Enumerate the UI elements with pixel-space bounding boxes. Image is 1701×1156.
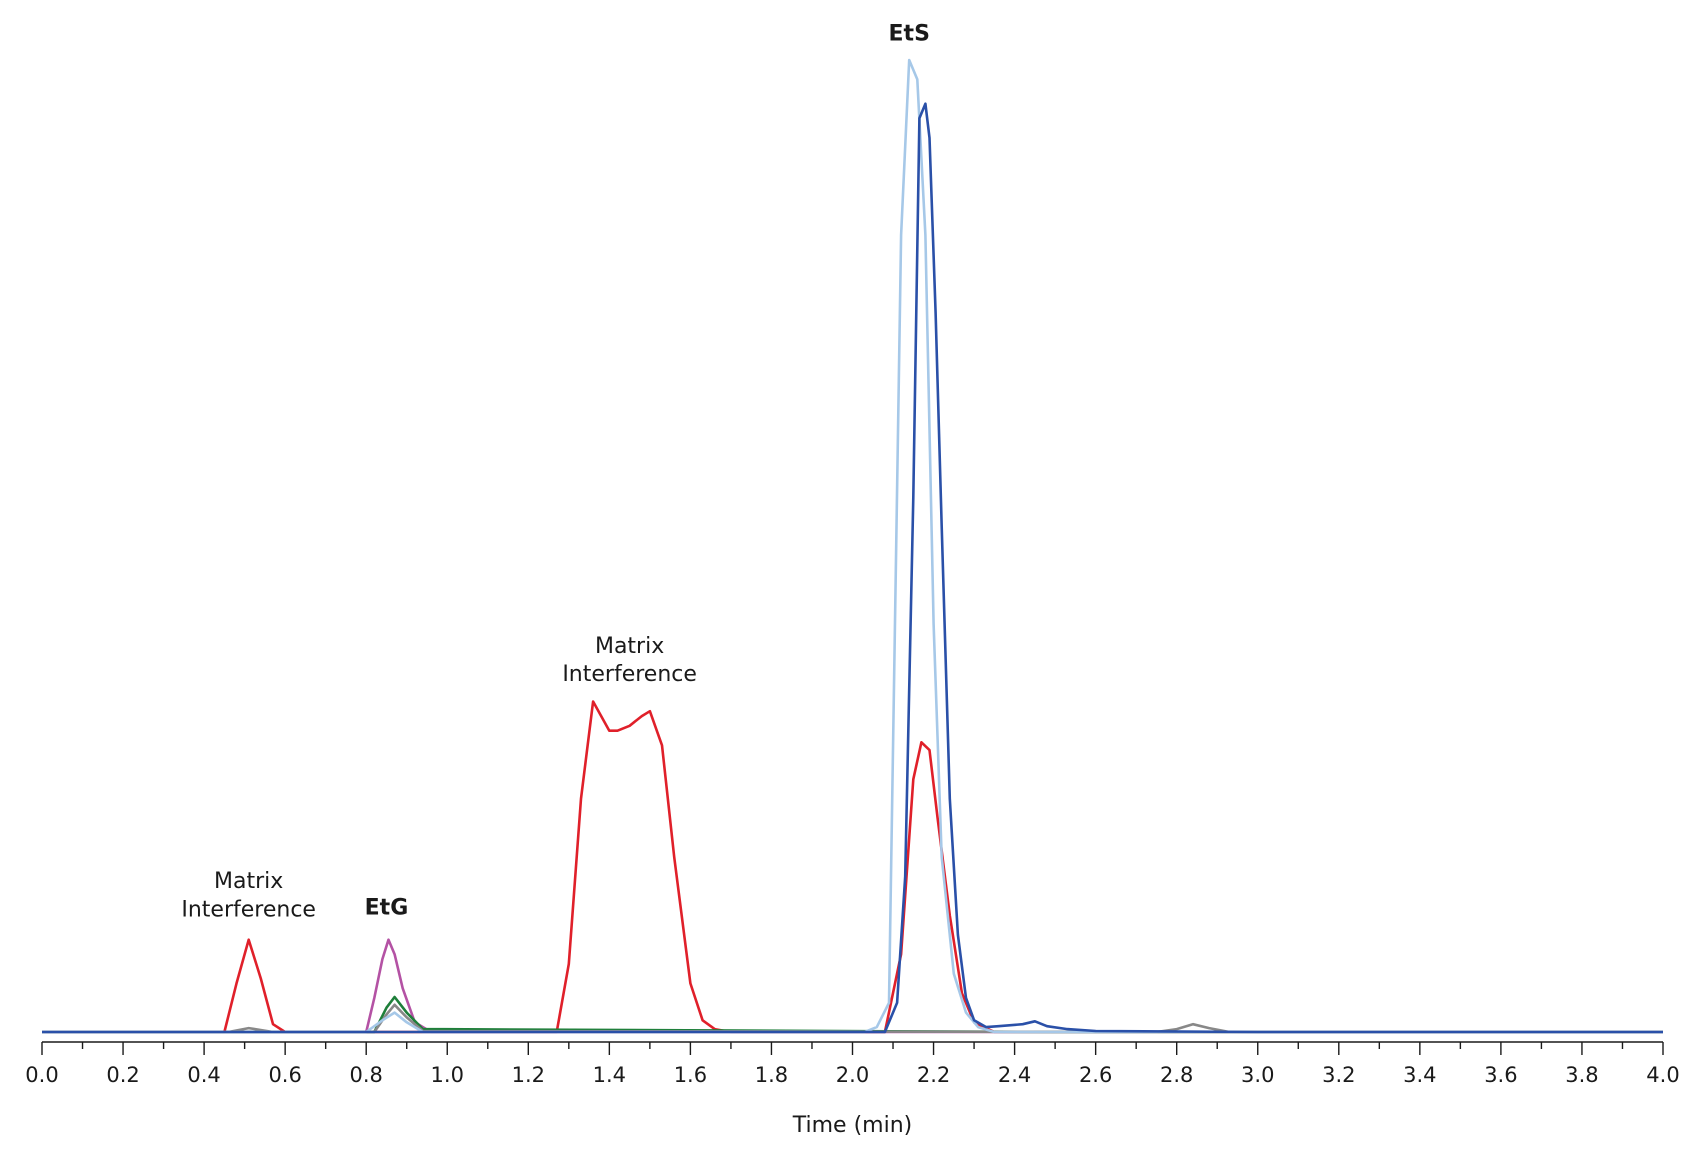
x-tick-label: 1.2	[512, 1063, 545, 1087]
x-tick-label: 3.0	[1241, 1063, 1274, 1087]
x-tick-label: 3.6	[1484, 1063, 1517, 1087]
x-tick-label: 1.8	[755, 1063, 788, 1087]
annotations: Matrix Interference EtG Matrix Interference E…	[181, 22, 930, 923]
x-tick-label: 1.4	[593, 1063, 626, 1087]
series-line-4	[42, 1003, 1663, 1034]
x-tick-label: 1.0	[431, 1063, 464, 1087]
x-tick-label: 0.0	[25, 1063, 58, 1087]
x-axis-title: Time (min)	[792, 1113, 913, 1138]
annotation-label: EtS	[889, 22, 930, 47]
annotation-label: Interference	[181, 897, 316, 922]
x-tick-label: 0.2	[106, 1063, 139, 1087]
series-line-1	[42, 700, 1663, 1034]
x-tick-label: 2.2	[917, 1063, 950, 1087]
x-tick-label: 3.8	[1565, 1063, 1598, 1087]
series-line-2	[42, 938, 1663, 1034]
annotation-label: Matrix	[595, 634, 664, 659]
series-line-5	[42, 58, 1663, 1034]
x-tick-label: 4.0	[1646, 1063, 1679, 1087]
x-tick-label: 0.6	[268, 1063, 301, 1087]
x-tick-label: 3.4	[1403, 1063, 1436, 1087]
x-tick-label: 0.8	[349, 1063, 382, 1087]
x-tick-label: 2.6	[1079, 1063, 1112, 1087]
annotation-label: Interference	[562, 662, 697, 687]
annotation-label: EtG	[365, 895, 409, 920]
series-line-3	[42, 995, 1663, 1034]
series-line-6	[42, 102, 1663, 1034]
x-tick-label: 0.4	[187, 1063, 220, 1087]
x-tick-label: 1.6	[674, 1063, 707, 1087]
series-layer	[42, 58, 1663, 1034]
x-tick-label: 3.2	[1322, 1063, 1355, 1087]
annotation-label: Matrix	[214, 869, 283, 894]
x-axis-ticks: 0.0 0.2 0.4 0.6 0.8 1.0 1.2 1.4 1.6 1.8 2.0 2.2 2.4 2…	[25, 1042, 1680, 1087]
x-tick-label: 2.4	[998, 1063, 1031, 1087]
x-tick-label: 2.8	[1160, 1063, 1193, 1087]
x-tick-label: 2.0	[836, 1063, 869, 1087]
